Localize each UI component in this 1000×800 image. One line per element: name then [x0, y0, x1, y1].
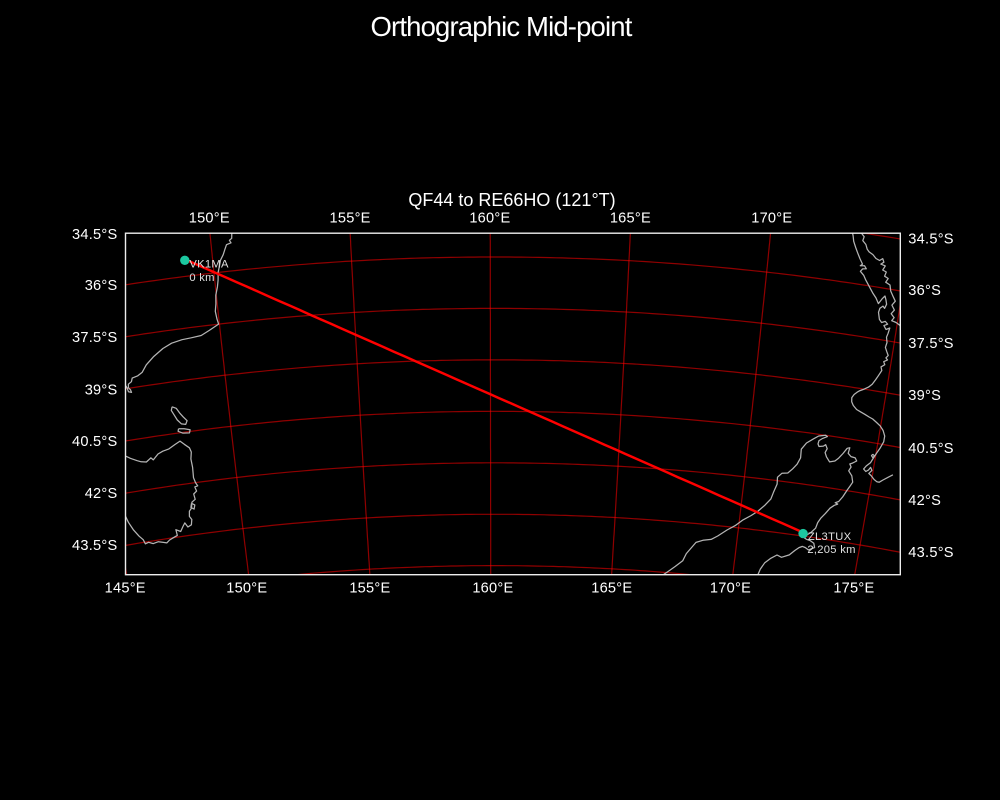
- svg-text:160°E: 160°E: [469, 211, 510, 227]
- svg-text:43.5°S: 43.5°S: [908, 545, 953, 561]
- svg-text:150°E: 150°E: [226, 580, 267, 596]
- svg-text:37.5°S: 37.5°S: [72, 330, 117, 346]
- svg-text:155°E: 155°E: [330, 211, 371, 227]
- svg-text:VK1MA: VK1MA: [189, 259, 229, 271]
- svg-text:40.5°S: 40.5°S: [72, 434, 117, 450]
- svg-text:36°S: 36°S: [908, 283, 941, 299]
- svg-text:ZL3TUX: ZL3TUX: [808, 531, 852, 543]
- svg-text:0 km: 0 km: [189, 272, 214, 284]
- svg-text:QF44 to RE66HO (121°T): QF44 to RE66HO (121°T): [408, 190, 615, 210]
- svg-text:170°E: 170°E: [751, 211, 792, 227]
- svg-text:40.5°S: 40.5°S: [908, 441, 953, 457]
- svg-text:42°S: 42°S: [908, 493, 941, 509]
- svg-text:160°E: 160°E: [472, 580, 513, 596]
- svg-text:42°S: 42°S: [85, 486, 118, 502]
- svg-text:165°E: 165°E: [591, 580, 632, 596]
- svg-text:34.5°S: 34.5°S: [908, 232, 953, 248]
- svg-text:150°E: 150°E: [189, 211, 230, 227]
- svg-text:2,205 km: 2,205 km: [807, 544, 855, 556]
- svg-text:36°S: 36°S: [85, 278, 118, 294]
- svg-text:165°E: 165°E: [610, 211, 651, 227]
- svg-text:155°E: 155°E: [349, 580, 390, 596]
- svg-text:34.5°S: 34.5°S: [72, 227, 117, 243]
- svg-text:145°E: 145°E: [105, 580, 146, 596]
- svg-text:39°S: 39°S: [908, 388, 941, 404]
- svg-text:175°E: 175°E: [833, 580, 874, 596]
- svg-text:170°E: 170°E: [710, 580, 751, 596]
- svg-text:43.5°S: 43.5°S: [72, 538, 117, 554]
- svg-text:39°S: 39°S: [85, 383, 118, 399]
- svg-text:Orthographic Mid-point: Orthographic Mid-point: [370, 11, 632, 42]
- svg-text:37.5°S: 37.5°S: [908, 336, 953, 352]
